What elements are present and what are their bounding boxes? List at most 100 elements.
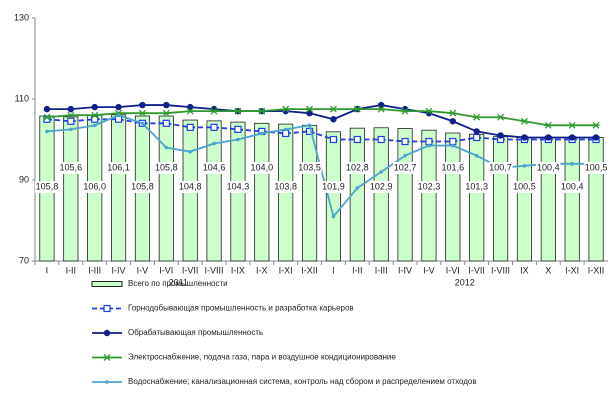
- point: [283, 127, 288, 132]
- bar: [111, 114, 127, 262]
- point: [497, 113, 505, 121]
- legend-marker: [105, 380, 109, 384]
- data-label: 104,3: [227, 181, 250, 191]
- bar: [540, 137, 556, 262]
- point: [379, 170, 383, 174]
- point: [114, 115, 123, 123]
- legend-label: Электроснабжение, подача газа, пара и во…: [128, 353, 396, 362]
- label-box: [393, 162, 418, 174]
- point: [353, 105, 361, 113]
- label-box: [512, 181, 537, 193]
- point: [330, 116, 337, 123]
- point: [473, 133, 481, 142]
- label-box: [584, 162, 609, 174]
- data-label: 106,0: [83, 181, 106, 191]
- x-tick-label: I-V: [423, 265, 435, 275]
- x-tick-label: I-II: [66, 265, 77, 275]
- bar: [492, 136, 509, 262]
- point: [545, 134, 552, 141]
- legend-marker: [103, 354, 111, 361]
- point: [115, 103, 122, 111]
- point: [92, 123, 97, 128]
- label-box: [82, 181, 107, 193]
- label-box: [297, 162, 322, 174]
- data-label: 102,7: [394, 162, 417, 172]
- x-tick-label: I-II: [352, 265, 363, 275]
- legend-label: Обрабатывающая промышленность: [128, 328, 263, 337]
- x-tick-label: I-IV: [112, 265, 126, 275]
- x-tick-label: I-VIII: [491, 265, 510, 275]
- point: [425, 137, 433, 146]
- bar: [421, 129, 437, 262]
- data-label: 101,6: [442, 162, 465, 172]
- x-tick-label: I-VIII: [205, 265, 224, 275]
- point: [473, 113, 481, 121]
- data-label: 102,3: [418, 181, 441, 191]
- x-tick-label: I-XII: [588, 265, 605, 275]
- point: [140, 121, 145, 126]
- x-tick-label: I-V: [137, 265, 149, 275]
- point: [162, 109, 170, 117]
- point: [449, 118, 457, 125]
- point: [425, 107, 433, 115]
- label-box: [106, 162, 131, 174]
- line: [46, 104, 597, 139]
- point: [568, 121, 576, 129]
- point: [355, 186, 360, 190]
- x-tick-label: I-IX: [231, 265, 245, 275]
- point: [282, 129, 290, 138]
- point: [307, 123, 312, 128]
- point: [403, 153, 407, 158]
- x-tick-label: I-VII: [182, 265, 199, 275]
- line: [46, 108, 597, 127]
- point: [329, 135, 338, 144]
- data-label: 101,3: [465, 181, 488, 191]
- point: [522, 164, 527, 168]
- point: [163, 101, 170, 109]
- label-box: [321, 181, 346, 193]
- point: [473, 128, 480, 135]
- data-label: 100,4: [537, 162, 560, 172]
- label-box: [345, 162, 370, 174]
- label-box: [249, 162, 274, 174]
- point: [91, 111, 99, 119]
- data-label: 100,5: [513, 181, 536, 191]
- data-label: 104,6: [203, 162, 226, 172]
- data-label: 105,8: [155, 162, 178, 172]
- point: [401, 107, 409, 115]
- point: [186, 123, 194, 131]
- label-box: [416, 181, 441, 193]
- x-tick-label: I-III: [88, 265, 101, 275]
- point: [138, 109, 146, 117]
- legend-label: Всего по промышленности: [128, 279, 228, 288]
- x-tick-label: I: [332, 265, 335, 275]
- data-label: 105,8: [36, 181, 59, 191]
- bar: [516, 137, 533, 262]
- label-box: [273, 181, 298, 193]
- bar: [158, 115, 174, 262]
- point: [91, 115, 99, 123]
- x-tick-label: I-VI: [446, 265, 460, 275]
- label-box: [488, 162, 513, 174]
- label-box: [178, 181, 203, 193]
- point: [592, 121, 600, 129]
- data-label: 100,4: [561, 181, 584, 191]
- x-tick-label: X: [545, 265, 551, 275]
- bar: [206, 120, 222, 262]
- data-label: 100,7: [489, 162, 512, 172]
- x-tick-label: I-VI: [159, 265, 173, 275]
- y-tick-label: 110: [15, 93, 29, 103]
- point: [210, 123, 218, 131]
- x-tick-label: IX: [520, 265, 529, 275]
- label-box: [440, 162, 465, 174]
- data-label: 102,9: [370, 181, 393, 191]
- point: [377, 105, 385, 113]
- label-box: [369, 181, 394, 193]
- data-label: 103,5: [298, 162, 321, 172]
- point: [212, 141, 216, 146]
- point: [210, 107, 218, 115]
- point: [449, 109, 457, 117]
- point: [162, 119, 170, 127]
- point: [188, 149, 192, 154]
